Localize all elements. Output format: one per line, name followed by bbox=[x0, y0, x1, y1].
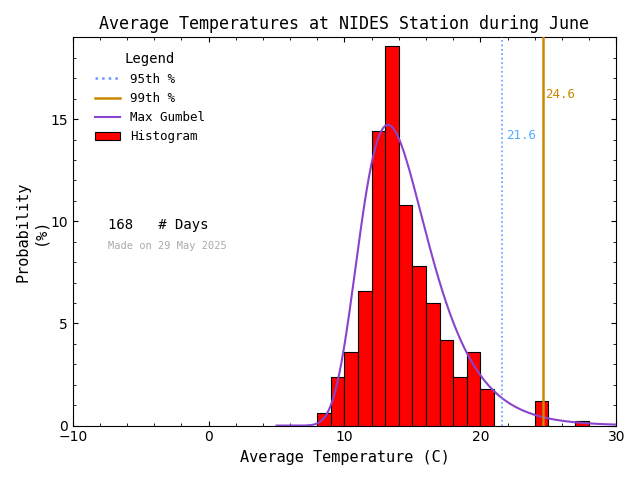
Bar bbox=[317, 413, 331, 426]
Text: 168   # Days: 168 # Days bbox=[108, 218, 209, 232]
Bar bbox=[453, 376, 467, 426]
Y-axis label: Probability
(%): Probability (%) bbox=[15, 181, 47, 282]
Bar bbox=[440, 340, 453, 426]
Bar bbox=[344, 352, 358, 426]
Legend: 95th %, 99th %, Max Gumbel, Histogram: 95th %, 99th %, Max Gumbel, Histogram bbox=[90, 48, 210, 148]
Bar bbox=[467, 352, 481, 426]
Bar bbox=[399, 205, 412, 426]
X-axis label: Average Temperature (C): Average Temperature (C) bbox=[239, 450, 449, 465]
Bar bbox=[385, 46, 399, 426]
Bar bbox=[412, 266, 426, 426]
Bar bbox=[481, 389, 494, 426]
Bar bbox=[358, 291, 372, 426]
Text: 21.6: 21.6 bbox=[506, 129, 536, 142]
Bar bbox=[331, 376, 344, 426]
Bar bbox=[372, 132, 385, 426]
Text: Made on 29 May 2025: Made on 29 May 2025 bbox=[108, 241, 227, 251]
Title: Average Temperatures at NIDES Station during June: Average Temperatures at NIDES Station du… bbox=[99, 15, 589, 33]
Bar bbox=[575, 421, 589, 426]
Text: 24.6: 24.6 bbox=[545, 88, 575, 101]
Bar bbox=[426, 303, 440, 426]
Bar bbox=[534, 401, 548, 426]
